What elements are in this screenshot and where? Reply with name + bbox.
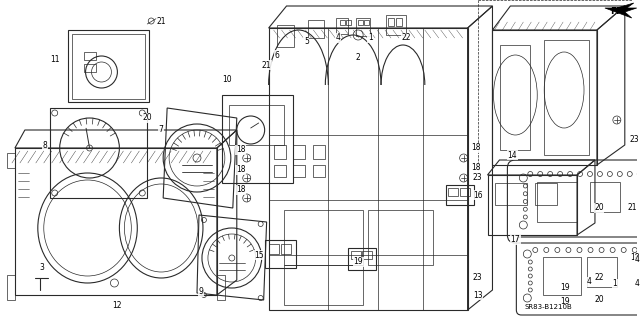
Text: 21: 21: [156, 18, 166, 26]
Bar: [448, 188, 458, 196]
Text: 4: 4: [336, 33, 340, 42]
Bar: [445, 185, 474, 205]
Text: 4: 4: [586, 278, 591, 286]
Text: 22: 22: [401, 33, 411, 42]
Text: 6: 6: [274, 50, 279, 60]
Bar: [269, 244, 278, 254]
Bar: [368, 210, 433, 265]
Text: 5: 5: [304, 38, 309, 47]
Text: 18: 18: [630, 254, 639, 263]
Bar: [362, 251, 372, 259]
Bar: [72, 34, 145, 99]
Text: 10: 10: [222, 76, 232, 85]
Text: 15: 15: [254, 250, 264, 259]
Bar: [222, 95, 294, 183]
Bar: [273, 165, 285, 177]
Text: 1: 1: [612, 279, 617, 288]
Bar: [537, 182, 577, 222]
Bar: [336, 18, 348, 34]
Text: FR.: FR.: [611, 8, 627, 17]
Text: 18: 18: [236, 145, 246, 154]
Bar: [348, 248, 376, 270]
Text: 22: 22: [594, 273, 604, 283]
Text: 4: 4: [634, 256, 639, 264]
Bar: [284, 210, 363, 265]
Bar: [314, 165, 325, 177]
Text: 17: 17: [511, 235, 520, 244]
Text: SR83-B1210B: SR83-B1210B: [524, 304, 572, 310]
Bar: [265, 240, 296, 268]
Bar: [535, 183, 557, 205]
Text: 23: 23: [473, 273, 483, 283]
Text: 4: 4: [634, 279, 639, 288]
Text: 7: 7: [159, 125, 164, 135]
Bar: [284, 265, 363, 305]
Text: 8: 8: [42, 140, 47, 150]
Bar: [68, 30, 149, 102]
Bar: [495, 183, 527, 205]
Bar: [84, 64, 95, 72]
Bar: [386, 15, 406, 35]
Text: 19: 19: [353, 257, 363, 266]
Bar: [358, 20, 363, 25]
Text: 1: 1: [368, 33, 372, 42]
Text: 21: 21: [262, 61, 271, 70]
Bar: [84, 52, 95, 60]
Text: 20: 20: [143, 114, 152, 122]
Bar: [50, 108, 147, 198]
Bar: [351, 251, 361, 259]
Text: 20: 20: [594, 204, 604, 212]
Bar: [273, 145, 285, 159]
Bar: [460, 188, 470, 196]
Text: 16: 16: [473, 190, 483, 199]
Polygon shape: [605, 3, 637, 18]
Text: 21: 21: [627, 204, 637, 212]
Bar: [356, 18, 370, 36]
Bar: [294, 165, 305, 177]
Bar: [388, 18, 394, 26]
Text: 19: 19: [560, 284, 570, 293]
Text: 13: 13: [473, 291, 483, 300]
Text: 19: 19: [560, 298, 570, 307]
Text: 2: 2: [356, 54, 360, 63]
Text: 3: 3: [39, 263, 44, 272]
Text: 23: 23: [473, 174, 483, 182]
Bar: [340, 20, 345, 25]
Text: 12: 12: [113, 300, 122, 309]
Bar: [229, 105, 284, 145]
Bar: [364, 20, 369, 25]
Text: 18: 18: [236, 166, 246, 174]
Text: 14: 14: [508, 151, 517, 160]
Text: 18: 18: [471, 144, 480, 152]
Text: 23: 23: [630, 136, 639, 145]
Bar: [280, 244, 291, 254]
Bar: [346, 20, 351, 25]
Text: 18: 18: [471, 164, 480, 173]
Text: 20: 20: [594, 295, 604, 305]
Text: 11: 11: [50, 56, 60, 64]
Text: 9: 9: [198, 287, 204, 296]
Bar: [396, 18, 402, 26]
Bar: [276, 25, 294, 47]
Text: 18: 18: [236, 186, 246, 195]
Bar: [294, 145, 305, 159]
Bar: [543, 257, 581, 295]
Bar: [590, 182, 620, 212]
Bar: [308, 20, 324, 38]
Bar: [314, 145, 325, 159]
Bar: [587, 257, 617, 287]
